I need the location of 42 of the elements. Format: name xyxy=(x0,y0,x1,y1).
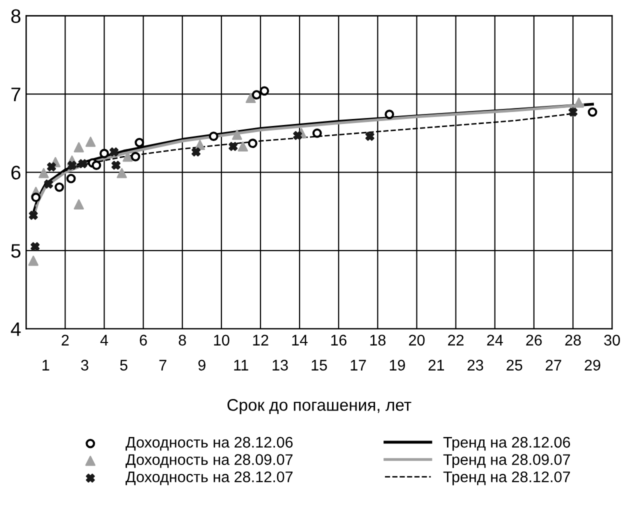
y-tick-label: 4 xyxy=(10,322,21,336)
x-tick-label: 26 xyxy=(526,334,542,346)
x-tick-label: 18 xyxy=(370,334,386,346)
y-tick-label: 5 xyxy=(11,244,20,258)
x2-tick-label: 17 xyxy=(350,360,366,370)
x-tick-label: 20 xyxy=(409,334,425,346)
x2-tick-label: 11 xyxy=(234,360,248,370)
x2-tick-label: 23 xyxy=(468,360,484,371)
x2-tick-label: 5 xyxy=(120,360,128,371)
x-tick-label: 22 xyxy=(448,334,464,346)
x2-tick-label: 29 xyxy=(584,360,600,371)
x2-tick-label: 27 xyxy=(546,360,562,370)
x2-tick-label: 9 xyxy=(198,360,206,371)
legend-label: Доходность на 28.09.07 xyxy=(126,454,293,468)
x-tick-label: 4 xyxy=(100,334,108,346)
x-tick-label: 2 xyxy=(62,334,69,346)
x2-tick-label: 13 xyxy=(272,360,288,371)
x2-tick-label: 3 xyxy=(81,360,88,371)
x2-tick-label: 15 xyxy=(312,360,327,371)
x2-tick-label: 25 xyxy=(506,360,522,371)
x-tick-label: 24 xyxy=(487,334,503,346)
legend-label: Доходность на 28.12.07 xyxy=(126,471,293,486)
x-tick-label: 14 xyxy=(292,334,308,346)
x2-tick-label: 1 xyxy=(42,360,50,370)
y-tick-label: 8 xyxy=(11,9,20,24)
x2-tick-label: 7 xyxy=(159,360,166,370)
x-tick-label: 28 xyxy=(565,334,581,346)
legend-label: Доходность на 28.12.06 xyxy=(126,436,293,451)
x-axis-title: Срок до погашения, лет xyxy=(227,399,412,414)
legend-label: Тренд на 28.09.07 xyxy=(443,454,570,468)
x-tick-label: 30 xyxy=(604,334,620,346)
x2-tick-label: 19 xyxy=(390,360,405,371)
legend-label: Тренд на 28.12.07 xyxy=(443,471,570,486)
x-tick-label: 12 xyxy=(253,334,268,346)
x2-tick-label: 21 xyxy=(428,360,444,370)
x-tick-label: 16 xyxy=(331,334,346,346)
x-tick-label: 8 xyxy=(178,334,186,346)
x-tick-label: 6 xyxy=(140,334,147,346)
y-tick-label: 7 xyxy=(11,88,20,102)
x-tick-label: 10 xyxy=(214,334,230,346)
legend-label: Тренд на 28.12.06 xyxy=(443,436,570,451)
y-tick-label: 6 xyxy=(11,166,20,180)
